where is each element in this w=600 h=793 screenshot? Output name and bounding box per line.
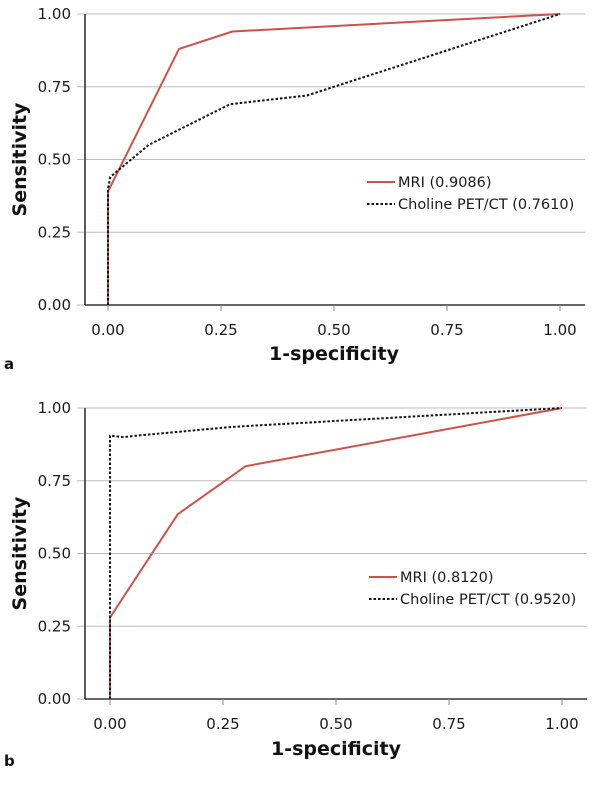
series-line-choline-pet-ct bbox=[107, 13, 561, 305]
x-tick-label: 0.50 bbox=[319, 715, 352, 733]
series-line-choline-pet-ct bbox=[109, 407, 563, 699]
panel-label: b bbox=[4, 752, 15, 770]
y-tick-labels: 0.00 0.25 0.50 0.75 1.00 bbox=[38, 399, 71, 708]
roc-chart-b: 0.00 0.25 0.50 0.75 1.00 0.00 0.25 0.50 … bbox=[4, 399, 587, 770]
legend-label-mri: MRI (0.8120) bbox=[400, 570, 494, 586]
y-tick-label: 0.25 bbox=[38, 223, 71, 241]
y-tick-label: 0.00 bbox=[38, 296, 71, 314]
y-tick-label: 0.00 bbox=[38, 690, 71, 708]
series-group bbox=[107, 13, 561, 305]
y-tick-label: 0.75 bbox=[38, 472, 71, 490]
y-tick-labels: 0.00 0.25 0.50 0.75 1.00 bbox=[38, 5, 71, 314]
legend-label-mri: MRI (0.9086) bbox=[398, 175, 492, 191]
x-tick-label: 0.25 bbox=[204, 321, 237, 339]
x-axis-title: 1-specificity bbox=[271, 738, 402, 760]
y-tick-label: 0.50 bbox=[38, 151, 71, 169]
legend: MRI (0.9086) Choline PET/CT (0.7610) bbox=[367, 175, 574, 213]
y-tick-label: 1.00 bbox=[38, 399, 71, 417]
panel-label: a bbox=[4, 355, 14, 373]
legend-label-choline-pet-ct: Choline PET/CT (0.7610) bbox=[398, 197, 574, 213]
y-tick-label: 0.75 bbox=[38, 78, 71, 96]
legend: MRI (0.8120) Choline PET/CT (0.9520) bbox=[369, 570, 576, 608]
x-tick-label: 0.00 bbox=[91, 321, 124, 339]
x-tick-labels: 0.00 0.25 0.50 0.75 1.00 bbox=[93, 715, 578, 733]
x-tick-label: 0.25 bbox=[206, 715, 239, 733]
y-axis-title: Sensitivity bbox=[9, 102, 31, 216]
y-axis-title: Sensitivity bbox=[9, 496, 31, 610]
x-tick-label: 0.00 bbox=[93, 715, 126, 733]
y-tick-label: 0.25 bbox=[38, 617, 71, 635]
x-axis-title: 1-specificity bbox=[269, 343, 400, 365]
x-tick-label: 1.00 bbox=[543, 321, 576, 339]
axes bbox=[84, 408, 587, 705]
x-tick-label: 0.50 bbox=[317, 321, 350, 339]
x-tick-label: 0.75 bbox=[430, 321, 463, 339]
legend-label-choline-pet-ct: Choline PET/CT (0.9520) bbox=[400, 592, 576, 608]
roc-chart-a: 0.00 0.25 0.50 0.75 1.00 0.00 0.25 0.50 … bbox=[4, 5, 585, 373]
series-line-mri bbox=[107, 13, 561, 305]
y-tick-label: 0.50 bbox=[38, 545, 71, 563]
axes bbox=[84, 14, 585, 311]
gridlines bbox=[77, 13, 585, 306]
series-group bbox=[109, 407, 563, 699]
x-tick-labels: 0.00 0.25 0.50 0.75 1.00 bbox=[91, 321, 576, 339]
x-tick-label: 1.00 bbox=[545, 715, 578, 733]
gridlines bbox=[77, 407, 587, 700]
x-tick-label: 0.75 bbox=[432, 715, 465, 733]
y-tick-label: 1.00 bbox=[38, 5, 71, 23]
